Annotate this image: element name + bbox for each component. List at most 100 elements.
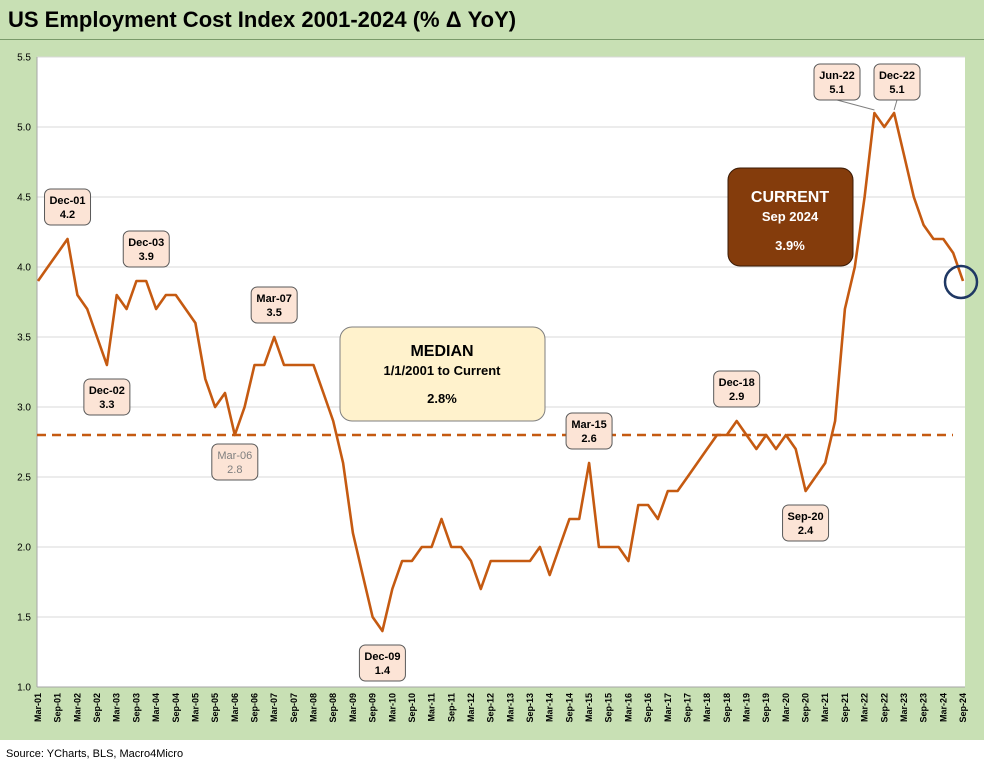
title-bar: US Employment Cost Index 2001-2024 (% Δ … [0,0,984,40]
current-box: CURRENT Sep 2024 3.9% [727,167,854,267]
x-tick-label: Mar-02 [72,693,82,722]
current-heading: CURRENT [751,189,829,206]
x-tick-label: Mar-04 [151,693,161,722]
y-tick-label: 5.0 [17,123,31,134]
annotation-pointer [836,99,875,111]
x-tick-label: Mar-07 [269,693,279,722]
x-tick-label: Mar-09 [348,693,358,722]
annotation-date: Mar-07 [256,293,291,305]
annotation-value: 4.2 [60,209,75,221]
x-tick-label: Sep-06 [249,693,259,723]
annotation-date: Dec-02 [89,385,125,397]
annotation-date: Sep-20 [788,511,824,523]
annotation-dec-22: Dec-22 5.1 [873,63,921,111]
current-value-circle [943,264,979,300]
x-tick-label: Sep-22 [879,693,889,723]
x-tick-label: Sep-19 [761,693,771,723]
annotation-dec-09: Dec-09 1.4 [358,644,406,682]
x-tick-label: Mar-17 [663,693,673,722]
x-tick-label: Sep-08 [328,693,338,723]
annotation-box [713,370,761,408]
median-heading: MEDIAN [410,343,473,360]
annotation-date: Dec-01 [49,195,85,207]
x-tick-label: Sep-13 [525,693,535,723]
annotation-value: 5.1 [829,84,844,96]
y-tick-label: 5.5 [17,53,31,64]
x-tick-label: Mar-20 [781,693,791,722]
annotation-value: 2.6 [581,433,596,445]
annotation-dec-02: Dec-02 3.3 [83,378,131,416]
annotation-date: Mar-06 [217,450,252,462]
annotation-box [122,230,170,268]
x-tick-label: Mar-03 [112,693,122,722]
x-tick-label: Mar-18 [702,693,712,722]
x-tick-label: Sep-01 [53,693,63,723]
annotation-mar-07: Mar-07 3.5 [250,286,298,324]
x-tick-label: Sep-17 [682,693,692,723]
x-tick-label: Sep-21 [840,693,850,723]
annotation-box [782,504,830,542]
annotation-jun-22: Jun-22 5.1 [813,63,875,111]
y-tick-label: 3.0 [17,403,31,414]
x-tick-label: Mar-19 [742,693,752,722]
y-tick-label: 1.0 [17,683,31,694]
annotation-dec-01: Dec-01 4.2 [44,188,92,226]
x-tick-label: Sep-18 [722,693,732,723]
line-chart: 1.0 1.5 2.0 2.5 3.0 3.5 4.0 4.5 5.0 5.5 Mar-01 Sep-… [17,53,979,723]
annotation-date: Dec-09 [364,651,400,663]
current-period: Sep 2024 [762,209,819,224]
current-box-bg [727,167,854,267]
x-tick-label: Mar-15 [584,693,594,722]
annotation-date: Dec-03 [128,237,164,249]
x-tick-label: Sep-15 [604,693,614,723]
x-tick-label: Mar-16 [623,693,633,722]
current-value: 3.9% [775,238,805,253]
y-tick-label: 4.5 [17,193,31,204]
annotation-box [83,378,131,416]
annotation-mar-06: Mar-06 2.8 [211,443,259,481]
x-tick-label: Sep-02 [92,693,102,723]
x-tick-label: Sep-20 [801,693,811,723]
chart-frame: 1.0 1.5 2.0 2.5 3.0 3.5 4.0 4.5 5.0 5.5 Mar-01 Sep-… [0,40,984,740]
annotation-date: Dec-18 [719,377,755,389]
annotation-value: 3.3 [99,399,114,411]
annotation-dec-03: Dec-03 3.9 [122,230,170,268]
annotation-value: 2.9 [729,391,744,403]
x-tick-label: Sep-24 [958,693,968,723]
x-tick-label: Mar-24 [938,693,948,722]
y-tick-label: 2.5 [17,473,31,484]
x-tick-label: Sep-05 [210,693,220,723]
chart-title: US Employment Cost Index 2001-2024 (% Δ … [8,7,517,32]
x-tick-label: Sep-09 [368,693,378,723]
annotation-date: Mar-15 [571,419,606,431]
annotation-value: 1.4 [375,665,391,677]
x-tick-label: Mar-12 [466,693,476,722]
annotation-date: Dec-22 [879,70,915,82]
annotation-dec-18: Dec-18 2.9 [713,370,761,408]
x-tick-label: Sep-23 [919,693,929,723]
annotation-box [358,644,406,682]
x-tick-label: Mar-21 [820,693,830,722]
annotation-box [813,63,861,101]
eci-series-line [36,111,965,633]
x-tick-label: Mar-08 [309,693,319,722]
y-tick-label: 3.5 [17,333,31,344]
x-tick-label: Mar-10 [387,693,397,722]
x-tick-label: Sep-14 [564,693,574,723]
x-tick-label: Sep-12 [486,693,496,723]
x-tick-label: Mar-23 [899,693,909,722]
x-tick-label: Sep-16 [643,693,653,723]
annotation-date: Jun-22 [819,70,854,82]
median-period: 1/1/2001 to Current [383,363,501,378]
x-tick-label: Mar-05 [190,693,200,722]
annotation-box [250,286,298,324]
annotation-box [873,63,921,101]
annotation-sep-20: Sep-20 2.4 [782,504,830,542]
x-tick-label: Mar-13 [505,693,515,722]
annotation-box [565,412,613,450]
annotation-box [211,443,259,481]
y-tick-label: 2.0 [17,543,31,554]
x-tick-label: Mar-14 [545,693,555,722]
x-tick-label: Sep-04 [171,693,181,723]
x-tick-label: Sep-11 [446,693,456,722]
